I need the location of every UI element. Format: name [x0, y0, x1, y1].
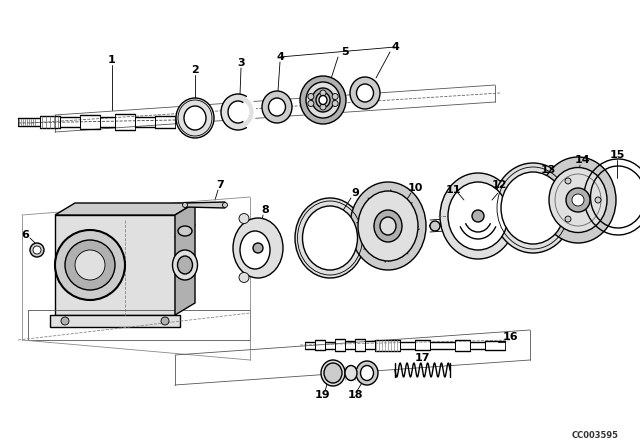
Text: 16: 16 [502, 332, 518, 342]
Circle shape [239, 214, 249, 224]
Ellipse shape [324, 363, 342, 383]
Ellipse shape [221, 94, 255, 130]
Ellipse shape [540, 157, 616, 243]
Ellipse shape [306, 82, 340, 118]
Text: 11: 11 [445, 185, 461, 195]
Text: 15: 15 [609, 150, 625, 160]
Polygon shape [55, 203, 195, 215]
Circle shape [61, 317, 69, 325]
Circle shape [65, 240, 115, 290]
Circle shape [239, 272, 249, 282]
Ellipse shape [312, 88, 334, 112]
Circle shape [182, 202, 188, 207]
Circle shape [565, 178, 571, 184]
Text: 8: 8 [261, 205, 269, 215]
Circle shape [320, 90, 326, 96]
Ellipse shape [501, 172, 565, 244]
Text: 14: 14 [575, 155, 591, 165]
Ellipse shape [240, 231, 270, 269]
Ellipse shape [319, 95, 327, 104]
Ellipse shape [358, 191, 418, 261]
Polygon shape [50, 315, 180, 327]
Text: 5: 5 [341, 47, 349, 57]
Ellipse shape [356, 361, 378, 385]
Circle shape [308, 100, 314, 107]
Circle shape [565, 216, 571, 222]
Text: 9: 9 [351, 188, 359, 198]
Text: 10: 10 [407, 183, 422, 193]
Ellipse shape [303, 206, 358, 270]
Ellipse shape [228, 101, 248, 123]
Ellipse shape [262, 91, 292, 123]
Text: 18: 18 [348, 390, 363, 400]
Text: CC003595: CC003595 [572, 431, 618, 439]
Ellipse shape [350, 182, 426, 270]
Text: 1: 1 [108, 55, 116, 65]
Ellipse shape [374, 210, 402, 242]
Ellipse shape [178, 226, 192, 236]
Text: 3: 3 [237, 58, 245, 68]
Ellipse shape [177, 256, 193, 274]
Ellipse shape [233, 218, 283, 278]
Ellipse shape [321, 360, 345, 386]
Circle shape [308, 94, 314, 99]
Ellipse shape [493, 163, 573, 253]
Ellipse shape [345, 366, 357, 380]
Circle shape [332, 94, 338, 99]
Ellipse shape [380, 217, 396, 235]
Circle shape [161, 317, 169, 325]
Text: 12: 12 [492, 180, 507, 190]
Ellipse shape [184, 106, 206, 130]
Polygon shape [185, 202, 225, 208]
Circle shape [55, 230, 125, 300]
Circle shape [572, 194, 584, 206]
Ellipse shape [316, 92, 330, 108]
Circle shape [75, 250, 105, 280]
Text: 2: 2 [191, 65, 199, 75]
Text: 13: 13 [540, 165, 556, 175]
Ellipse shape [549, 168, 607, 233]
Circle shape [566, 188, 590, 212]
Ellipse shape [448, 182, 508, 250]
Text: 6: 6 [21, 230, 29, 240]
Circle shape [332, 100, 338, 107]
Text: 19: 19 [315, 390, 331, 400]
Text: 17: 17 [414, 353, 429, 363]
Ellipse shape [295, 198, 365, 278]
Text: 7: 7 [216, 180, 224, 190]
Ellipse shape [176, 98, 214, 138]
Circle shape [33, 246, 41, 254]
Ellipse shape [360, 366, 374, 380]
Circle shape [30, 243, 44, 257]
Text: 4: 4 [276, 52, 284, 62]
Polygon shape [55, 215, 175, 315]
Ellipse shape [269, 98, 285, 116]
Ellipse shape [173, 250, 198, 280]
Ellipse shape [300, 76, 346, 124]
Ellipse shape [350, 77, 380, 109]
Text: 4: 4 [391, 42, 399, 52]
Ellipse shape [356, 84, 374, 102]
Circle shape [253, 243, 263, 253]
Circle shape [430, 221, 440, 231]
Polygon shape [175, 203, 195, 315]
Circle shape [223, 202, 227, 207]
Circle shape [595, 197, 601, 203]
Ellipse shape [440, 173, 516, 259]
Circle shape [472, 210, 484, 222]
Circle shape [320, 104, 326, 110]
